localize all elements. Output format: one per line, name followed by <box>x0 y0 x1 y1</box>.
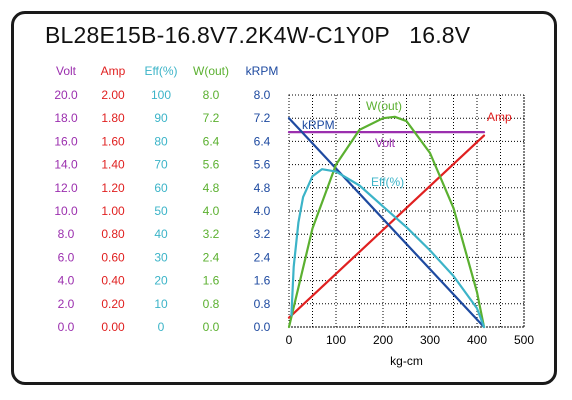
tick-label: 7.2 <box>254 111 271 125</box>
tick-label: 3.2 <box>203 227 220 241</box>
tick-label: 5.6 <box>203 158 220 172</box>
tick-label: 2.4 <box>254 250 271 264</box>
series-line-krpm <box>287 117 486 329</box>
series-line-eff <box>290 168 486 329</box>
axis-header-wout: W(out) <box>193 64 229 78</box>
series-line-wout <box>287 115 486 329</box>
tick-label: 1.60 <box>101 134 125 148</box>
tick-label: 4.0 <box>58 274 75 288</box>
tick-label: 5.6 <box>254 158 271 172</box>
tick-label: 7.2 <box>203 111 220 125</box>
tick-label: 8.0 <box>58 227 75 241</box>
tick-label: 10 <box>154 297 168 311</box>
tick-label: 3.2 <box>254 227 271 241</box>
x-axis-label: kg-cm <box>390 354 423 368</box>
tick-label: 1.00 <box>101 204 125 218</box>
tick-label: 10.0 <box>54 204 78 218</box>
tick-label: 6.4 <box>254 134 271 148</box>
tick-label: 0.40 <box>101 274 125 288</box>
tick-label: 0.20 <box>101 297 125 311</box>
tick-label: 0.0 <box>58 320 75 334</box>
x-tick-label: 500 <box>514 333 534 347</box>
tick-label: 2.4 <box>203 250 220 264</box>
tick-label: 0.0 <box>254 320 271 334</box>
tick-label: 50 <box>154 204 168 218</box>
x-tick-label: 300 <box>420 333 440 347</box>
tick-label: 1.6 <box>254 274 271 288</box>
x-tick-label: 0 <box>286 333 293 347</box>
tick-label: 90 <box>154 111 168 125</box>
series-label-volt: Volt <box>375 136 396 150</box>
tick-label: 2.0 <box>58 297 75 311</box>
x-tick-label: 100 <box>326 333 346 347</box>
x-tick-label: 400 <box>467 333 487 347</box>
axis-header-krpm: kRPM <box>246 64 279 78</box>
tick-label: 40 <box>154 227 168 241</box>
tick-label: 6.4 <box>203 134 220 148</box>
x-tick-label: 200 <box>373 333 393 347</box>
tick-label: 0.0 <box>203 320 220 334</box>
tick-label: 1.6 <box>203 274 220 288</box>
tick-label: 0.8 <box>254 297 271 311</box>
tick-label: 0.60 <box>101 250 125 264</box>
tick-label: 14.0 <box>54 158 78 172</box>
tick-label: 0.80 <box>101 227 125 241</box>
tick-label: 1.40 <box>101 158 125 172</box>
tick-label: 80 <box>154 134 168 148</box>
tick-label: 8.0 <box>203 88 220 102</box>
tick-label: 60 <box>154 181 168 195</box>
tick-label: 100 <box>151 88 171 102</box>
tick-label: 4.8 <box>203 181 220 195</box>
series-label-amp: Amp <box>487 110 512 124</box>
tick-label: 18.0 <box>54 111 78 125</box>
tick-label: 12.0 <box>54 181 78 195</box>
axis-header-eff: Eff(%) <box>144 64 177 78</box>
chart-frame <box>11 11 557 385</box>
tick-label: 0.00 <box>101 320 125 334</box>
axis-header-amp: Amp <box>101 64 126 78</box>
tick-label: 70 <box>154 158 168 172</box>
tick-label: 1.20 <box>101 181 125 195</box>
tick-label: 1.80 <box>101 111 125 125</box>
tick-label: 30 <box>154 250 168 264</box>
tick-label: 16.0 <box>54 134 78 148</box>
tick-label: 4.0 <box>203 204 220 218</box>
tick-label: 0.8 <box>203 297 220 311</box>
chart-title: BL28E15B-16.8V7.2K4W-C1Y0P 16.8V <box>45 22 471 48</box>
tick-label: 20 <box>154 274 168 288</box>
tick-label: 4.8 <box>254 181 271 195</box>
tick-label: 4.0 <box>254 204 271 218</box>
axis-header-volt: Volt <box>56 64 77 78</box>
tick-label: 0 <box>158 320 165 334</box>
tick-label: 8.0 <box>254 88 271 102</box>
tick-label: 6.0 <box>58 250 75 264</box>
tick-label: 2.00 <box>101 88 125 102</box>
series-label-wout: W(out) <box>366 99 402 113</box>
series-line-amp <box>287 134 486 319</box>
series-label-krpm: kRPM <box>302 118 335 132</box>
plot-area <box>288 94 525 328</box>
series-label-eff: Eff(%) <box>371 175 404 189</box>
tick-label: 20.0 <box>54 88 78 102</box>
